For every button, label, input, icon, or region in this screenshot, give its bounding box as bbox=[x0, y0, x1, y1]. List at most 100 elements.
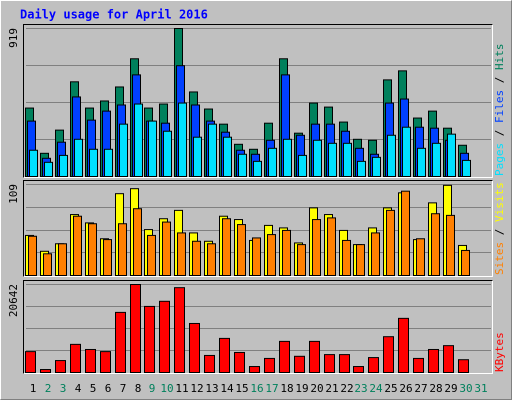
x-tick-label: 4 bbox=[75, 382, 82, 395]
x-tick-label: 29 bbox=[444, 382, 457, 395]
bar bbox=[267, 234, 276, 276]
x-tick-label: 17 bbox=[265, 382, 278, 395]
legend: Pages / Files / Hits bbox=[493, 44, 506, 177]
y-tick-label: 20642 bbox=[7, 284, 20, 317]
bar bbox=[223, 136, 232, 177]
bar bbox=[297, 244, 306, 276]
x-tick-label: 8 bbox=[135, 382, 142, 395]
x-tick-label: 15 bbox=[235, 382, 248, 395]
bar bbox=[29, 149, 38, 177]
bar bbox=[88, 223, 97, 276]
bar bbox=[119, 123, 128, 177]
x-tick-label: 31 bbox=[474, 382, 487, 395]
bar bbox=[446, 214, 455, 276]
x-tick-label: 26 bbox=[399, 382, 412, 395]
bar bbox=[413, 357, 424, 374]
bar bbox=[159, 300, 170, 374]
bar bbox=[357, 160, 366, 177]
legend-entry: Visits bbox=[493, 182, 506, 222]
bar bbox=[309, 340, 320, 374]
x-tick-label: 21 bbox=[325, 382, 338, 395]
bar bbox=[238, 153, 247, 178]
bar bbox=[252, 237, 261, 277]
bar bbox=[416, 238, 425, 276]
bar bbox=[401, 190, 410, 276]
x-tick-label: 5 bbox=[90, 382, 97, 395]
x-tick-label: 3 bbox=[60, 382, 67, 395]
bar bbox=[383, 336, 394, 373]
bar bbox=[73, 215, 82, 277]
x-tick-label: 10 bbox=[160, 382, 173, 395]
bar bbox=[372, 156, 381, 178]
bar bbox=[283, 138, 292, 177]
bar bbox=[339, 354, 350, 373]
bar bbox=[144, 305, 155, 374]
bar bbox=[417, 147, 426, 178]
x-tick-label: 7 bbox=[120, 382, 127, 395]
legend: KBytes bbox=[493, 332, 506, 372]
x-tick-label: 28 bbox=[429, 382, 442, 395]
bar bbox=[294, 355, 305, 373]
bar bbox=[59, 154, 68, 177]
bar bbox=[55, 360, 66, 373]
bar bbox=[103, 239, 112, 277]
x-tick-label: 19 bbox=[295, 382, 308, 395]
chart-title: Daily usage for April 2016 bbox=[20, 8, 208, 22]
bar bbox=[85, 348, 96, 373]
bar bbox=[219, 337, 230, 373]
x-tick-label: 30 bbox=[459, 382, 472, 395]
bar bbox=[40, 369, 51, 374]
bar bbox=[368, 357, 379, 374]
bar bbox=[353, 366, 364, 373]
bar bbox=[268, 147, 277, 178]
bar bbox=[100, 351, 111, 374]
x-tick-label: 22 bbox=[340, 382, 353, 395]
bar bbox=[208, 123, 217, 177]
bar bbox=[178, 102, 187, 177]
bar bbox=[192, 240, 201, 277]
bar bbox=[312, 219, 321, 277]
bar bbox=[234, 351, 245, 374]
bar bbox=[387, 134, 396, 178]
bar bbox=[118, 223, 127, 276]
bar bbox=[458, 359, 469, 373]
x-tick-label: 9 bbox=[149, 382, 156, 395]
bar bbox=[313, 139, 322, 178]
bar bbox=[174, 287, 185, 374]
bar bbox=[462, 159, 471, 177]
bar bbox=[398, 317, 409, 374]
bar bbox=[249, 366, 260, 373]
bar bbox=[204, 354, 215, 373]
bar bbox=[177, 232, 186, 276]
bar bbox=[432, 142, 441, 178]
bar bbox=[237, 224, 246, 276]
bar bbox=[130, 284, 141, 373]
bar bbox=[43, 253, 52, 277]
bar bbox=[402, 126, 411, 177]
x-tick-label: 1 bbox=[30, 382, 37, 395]
legend-entry: Hits bbox=[493, 44, 506, 71]
legend-separator: / bbox=[493, 222, 506, 242]
bar bbox=[428, 348, 439, 373]
legend: Sites / Visits bbox=[493, 182, 506, 275]
x-tick-label: 20 bbox=[310, 382, 323, 395]
bar bbox=[264, 357, 275, 374]
panel-highlight bbox=[23, 280, 493, 374]
bar bbox=[115, 311, 126, 374]
x-tick-label: 12 bbox=[190, 382, 203, 395]
bar bbox=[189, 322, 200, 374]
x-tick-label: 27 bbox=[414, 382, 427, 395]
legend-entry: Pages bbox=[493, 143, 506, 176]
bar bbox=[222, 218, 231, 276]
legend-separator: / bbox=[493, 70, 506, 90]
bar bbox=[25, 351, 36, 374]
x-tick-label: 18 bbox=[280, 382, 293, 395]
bar bbox=[148, 120, 157, 177]
bar bbox=[327, 217, 336, 277]
bar bbox=[193, 136, 202, 177]
bar bbox=[282, 229, 291, 277]
bar bbox=[443, 345, 454, 374]
bar bbox=[74, 138, 83, 177]
panel-highlight bbox=[23, 180, 493, 277]
